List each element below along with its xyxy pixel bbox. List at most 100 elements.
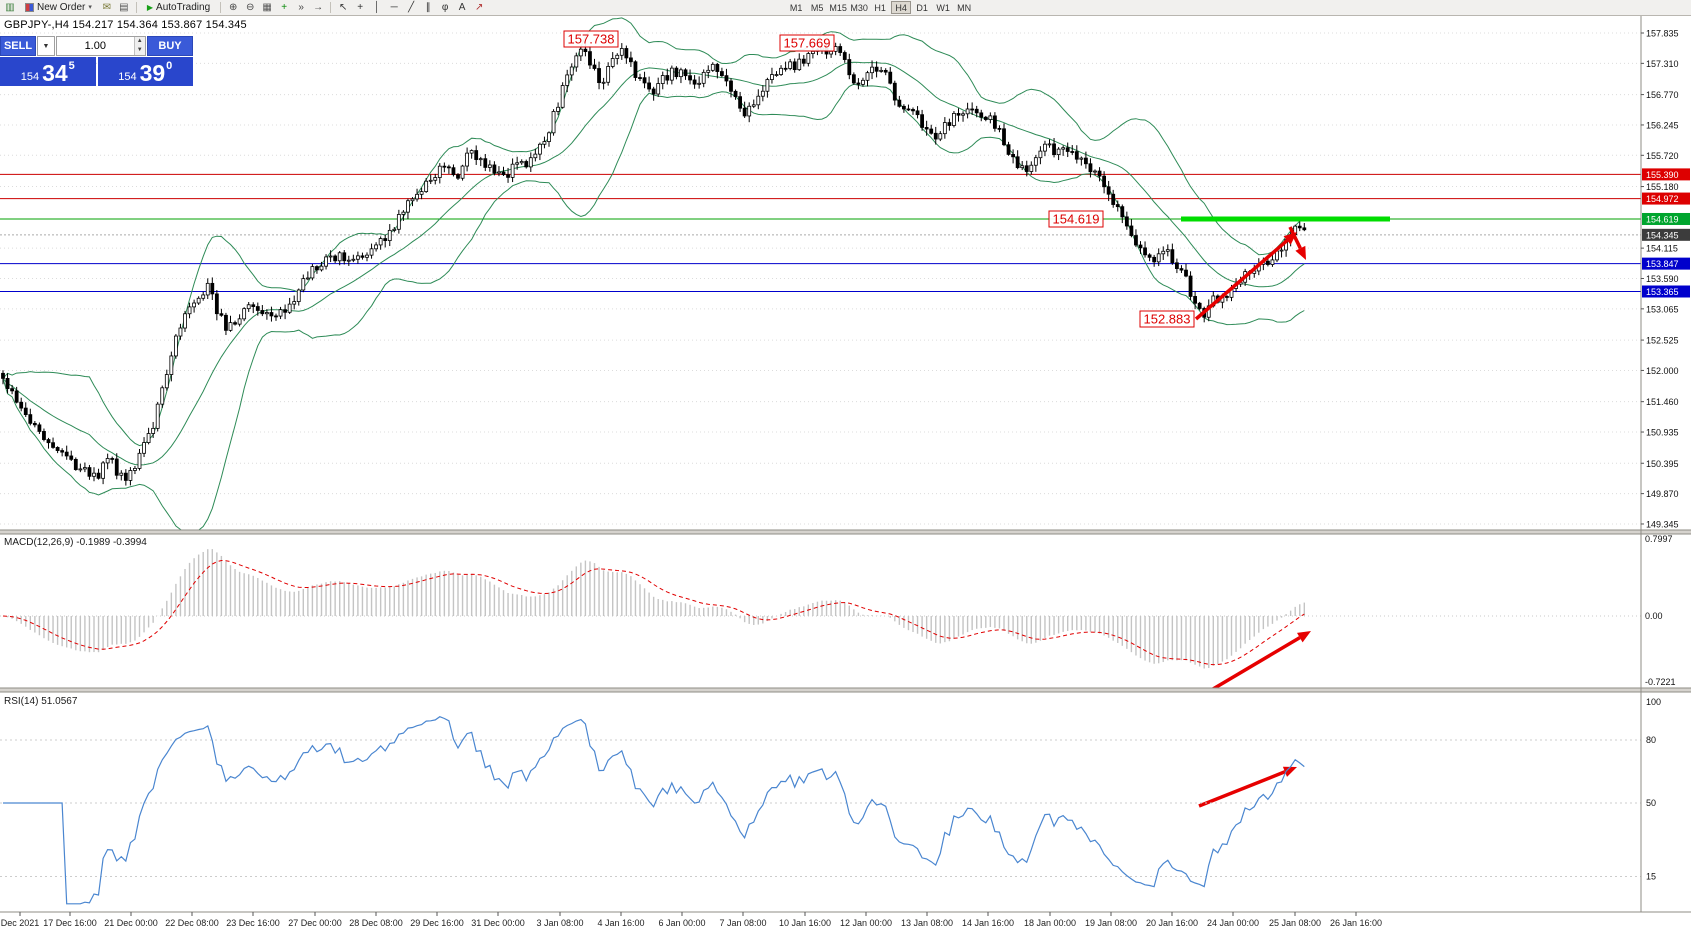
trendline-button[interactable]: ╱ <box>403 1 419 15</box>
candle-body <box>588 51 592 66</box>
rsi-pane[interactable] <box>0 716 1641 905</box>
timeframe-mn-button[interactable]: MN <box>954 1 974 14</box>
order-type-dropdown[interactable]: ▼ <box>37 36 55 56</box>
crosshair-button[interactable]: + <box>352 1 368 15</box>
cursor-icon: ↖ <box>338 1 348 13</box>
cursor-button[interactable]: ↖ <box>335 1 351 15</box>
main-pane[interactable] <box>0 17 1641 532</box>
candle-body <box>942 122 947 135</box>
volume-input[interactable] <box>57 37 134 55</box>
rsi-scale-label: 100 <box>1646 697 1661 707</box>
autotrading-button[interactable]: ▶ AutoTrading <box>141 1 216 15</box>
candle-body <box>738 96 742 109</box>
candle-body <box>355 255 360 260</box>
price-annotation[interactable]: 154.619 <box>1048 210 1104 228</box>
volume-down-icon[interactable]: ▼ <box>134 46 145 55</box>
horizontal-line-button[interactable]: ─ <box>386 1 402 15</box>
candle-body <box>237 318 242 325</box>
candle-body <box>760 90 765 97</box>
chart-shift-button[interactable]: → <box>310 1 326 15</box>
candle-body <box>342 252 347 262</box>
axes[interactable]: 157.835 157.310 156.770 156.245 155.720 155.3… <box>0 16 1691 928</box>
candle-body <box>842 52 847 60</box>
candle-body <box>610 58 615 67</box>
candle-body <box>706 69 711 73</box>
zoom-in-button[interactable]: ⊕ <box>225 1 241 15</box>
candle-body <box>51 442 55 448</box>
candle-body <box>1111 193 1116 205</box>
new-order-button[interactable]: New Order ▾ <box>19 1 98 15</box>
text-button[interactable]: A <box>454 1 470 15</box>
candle-body <box>114 458 119 476</box>
candle-body <box>592 64 597 69</box>
candle-body <box>255 306 260 311</box>
candle-body <box>419 191 424 195</box>
trend-arrow[interactable] <box>1198 770 1286 808</box>
trend-arrow[interactable] <box>1194 239 1289 321</box>
volume-up-icon[interactable]: ▲ <box>134 37 145 46</box>
vertical-line-button[interactable]: │ <box>369 1 385 15</box>
indicators-button[interactable]: + <box>276 1 292 15</box>
buy-price-display[interactable]: 154 39 0 <box>97 57 193 86</box>
mail-button[interactable]: ✉ <box>99 1 115 15</box>
timeframe-h1-button[interactable]: H1 <box>870 1 890 14</box>
timeframe-m1-button[interactable]: M1 <box>786 1 806 14</box>
candle-body <box>5 378 10 390</box>
auto-scroll-icon: » <box>298 1 304 13</box>
candle-body <box>710 63 715 71</box>
candle-body <box>1193 296 1197 304</box>
price-axis-label: 149.345 <box>1646 519 1679 529</box>
channel-button[interactable]: ∥ <box>420 1 436 15</box>
trend-arrow[interactable] <box>1212 636 1301 689</box>
pane-separator[interactable] <box>0 530 1691 534</box>
candle-body <box>315 266 319 271</box>
price-annotation[interactable]: 157.669 <box>779 34 835 52</box>
price-annotation[interactable]: 157.738 <box>563 30 619 48</box>
price-annotation[interactable]: 152.883 <box>1139 310 1195 328</box>
buy-button[interactable]: BUY <box>147 36 193 56</box>
chart-profile-button[interactable]: ▤ <box>116 1 132 15</box>
macd-signal-line <box>2 559 1305 666</box>
candle-body <box>1011 154 1015 158</box>
new-chart-button[interactable]: ▥ <box>2 1 18 15</box>
timeframe-w1-button[interactable]: W1 <box>933 1 953 14</box>
timeframe-h4-button[interactable]: H4 <box>891 1 912 14</box>
candle-body <box>328 255 333 258</box>
candle-body <box>224 314 228 331</box>
pane-separator[interactable] <box>0 688 1691 692</box>
arrows-button[interactable]: ↗ <box>471 1 487 15</box>
timeframe-d1-button[interactable]: D1 <box>912 1 932 14</box>
price-axis-tag <box>1642 228 1690 241</box>
auto-scroll-button[interactable]: » <box>293 1 309 15</box>
sell-price-display[interactable]: 154 34 5 <box>0 57 96 86</box>
indicators-icon: + <box>281 1 288 13</box>
timeframe-m15-button[interactable]: M15 <box>829 2 847 13</box>
tile-windows-button[interactable]: ▦ <box>259 1 275 15</box>
candle-body <box>569 66 574 76</box>
toolbar-separator <box>135 2 137 13</box>
candle-body <box>205 282 210 296</box>
price-axis-tag <box>1642 212 1690 225</box>
candle-body <box>1015 156 1020 169</box>
candle-body <box>478 158 483 161</box>
channel-icon: ∥ <box>425 1 431 13</box>
fibonacci-button[interactable]: φ <box>437 1 453 15</box>
trend-arrow[interactable] <box>1288 226 1302 250</box>
time-axis-label: 29 Dec 16:00 <box>410 918 464 928</box>
candle-body <box>305 277 310 280</box>
timeframe-toolbar: M1 M5 M15 M30 H1 H4 D1 W1 MN <box>786 1 974 14</box>
candle-body <box>201 294 206 299</box>
timeframe-m30-button[interactable]: M30 <box>850 2 868 13</box>
macd-pane[interactable] <box>0 549 1641 689</box>
time-axis-label: 19 Jan 08:00 <box>1085 918 1137 928</box>
candle-body <box>906 108 911 111</box>
candle-body <box>515 162 520 165</box>
sell-button[interactable]: SELL <box>0 36 36 56</box>
candle-body <box>665 75 670 81</box>
timeframe-m5-button[interactable]: M5 <box>807 1 827 14</box>
zoom-out-button[interactable]: ⊖ <box>242 1 258 15</box>
price-axis-label: 153.065 <box>1646 304 1679 314</box>
candle-body <box>874 66 879 72</box>
candle-body <box>428 179 433 182</box>
